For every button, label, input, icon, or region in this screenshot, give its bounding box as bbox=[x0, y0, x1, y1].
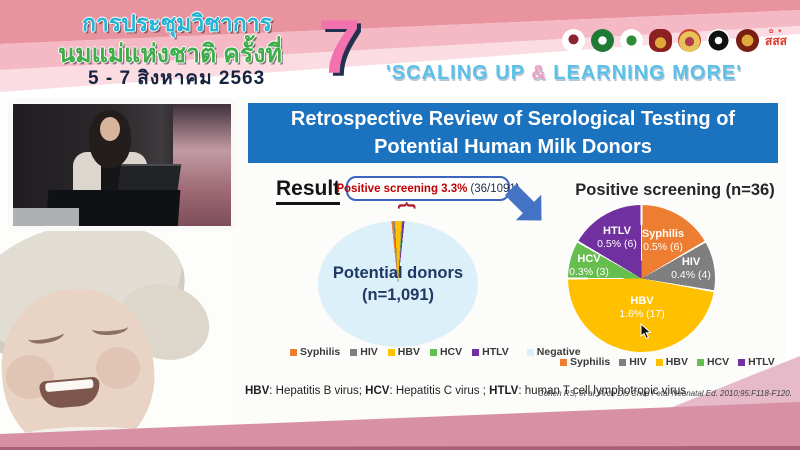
slice-value: 0.4% (4) bbox=[671, 269, 711, 282]
legend-label: Negative bbox=[536, 346, 581, 358]
sss-logo-text: สสส bbox=[765, 34, 787, 48]
slide-title-bar: Retrospective Review of Serological Test… bbox=[248, 103, 778, 163]
mouse-cursor-icon bbox=[640, 322, 652, 340]
royal-emblem-logo-icon bbox=[649, 29, 672, 52]
legend-item: Negative bbox=[526, 346, 581, 358]
right-pie-legend: Syphilis HIV HBV HCV HTLV bbox=[560, 356, 775, 368]
legend-label: HBV bbox=[665, 356, 688, 368]
legend-item: Syphilis bbox=[290, 346, 340, 358]
slide-title: Retrospective Review of Serological Test… bbox=[290, 108, 736, 158]
legend-item: HBV bbox=[655, 356, 688, 368]
legend-label: HIV bbox=[360, 346, 378, 358]
medical-association-logo-icon bbox=[736, 29, 759, 52]
hbv-swatch-icon bbox=[387, 348, 395, 356]
stage-table bbox=[13, 208, 79, 226]
hbv-swatch-icon bbox=[655, 358, 663, 366]
hcv-swatch-icon bbox=[429, 348, 437, 356]
left-pie-label-line2: (n=1,091) bbox=[362, 286, 434, 304]
callout-detail: (36/1091) bbox=[470, 182, 520, 195]
reference-citation: Cohen RS, et al. Arch Dis Child Fetal Ne… bbox=[538, 389, 792, 398]
slice-name: HCV bbox=[577, 253, 601, 265]
baby-teeth bbox=[45, 378, 94, 393]
slice-label-hiv: HIV 0.4% (4) bbox=[660, 256, 722, 282]
left-pie-label-line1: Potential donors bbox=[332, 263, 464, 282]
public-health-logo-icon bbox=[620, 29, 643, 52]
legend-label: HBV bbox=[397, 346, 420, 358]
stage-poster bbox=[173, 104, 231, 226]
presenter-video-feed[interactable] bbox=[8, 99, 236, 231]
footnote-text: : Hepatitis B virus; bbox=[269, 385, 366, 397]
slice-label-hcv: HCV 0.3% (3) bbox=[558, 253, 620, 279]
legend-label: Syphilis bbox=[300, 346, 341, 358]
callout-brace: { bbox=[398, 201, 419, 210]
legend-label: HTLV bbox=[482, 346, 509, 358]
negative-swatch-icon bbox=[526, 348, 534, 356]
baby-cheek bbox=[96, 347, 140, 389]
result-heading: Result bbox=[276, 177, 341, 205]
left-pie-legend: Syphilis HIV HBV HCV HTLV Negative bbox=[290, 346, 581, 358]
hiv-swatch-icon bbox=[619, 358, 627, 366]
legend-label: HIV bbox=[629, 356, 647, 368]
footnote-abbr: HBV bbox=[245, 385, 270, 397]
legend-label: Syphilis bbox=[570, 356, 611, 368]
presenter-face bbox=[100, 117, 120, 141]
health-ministry-logo-icon bbox=[591, 29, 614, 52]
hiv-swatch-icon bbox=[350, 348, 358, 356]
legend-label: HTLV bbox=[748, 356, 775, 368]
footnote-abbr: HTLV bbox=[489, 385, 519, 397]
edition-number: 7 bbox=[318, 5, 361, 90]
slice-label-htlv: HTLV 0.5% (6) bbox=[586, 225, 648, 251]
legend-item: HIV bbox=[350, 346, 378, 358]
conference-title-line2: นมแม่แห่งชาติ ครั้งที่ bbox=[58, 40, 282, 68]
crown-emblem-logo-icon bbox=[678, 29, 701, 52]
legend-item: HTLV bbox=[738, 356, 775, 368]
positive-screening-callout: Positive screening 3.3% (36/1091) bbox=[336, 176, 520, 201]
slice-label-syphilis: Syphilis 0.5% (6) bbox=[632, 228, 694, 254]
slice-name: HIV bbox=[681, 256, 701, 268]
slogan-text-open: 'SCALING UP bbox=[385, 62, 532, 84]
legend-label: HCV bbox=[706, 356, 730, 368]
conference-slogan: 'SCALING UP & LEARNING MORE' bbox=[330, 62, 798, 85]
syphilis-swatch-icon bbox=[290, 348, 297, 356]
slogan-ampersand: & bbox=[531, 62, 547, 84]
slice-label-hbv: HBV 1.6% (17) bbox=[611, 295, 673, 321]
slice-value: 1.6% (17) bbox=[619, 308, 665, 321]
organizer-logos: ✿ ✦ สสส bbox=[562, 29, 787, 52]
syphilis-swatch-icon bbox=[560, 358, 567, 366]
legend-item: HTLV bbox=[472, 346, 509, 358]
conference-banner: การประชุมวิชาการ นมแม่แห่งชาติ ครั้งที่ … bbox=[0, 0, 800, 97]
conference-title-line1: การประชุมวิชาการ bbox=[82, 10, 272, 36]
footnote-text: : Hepatitis C virus ; bbox=[389, 385, 490, 397]
slice-value: 0.5% (6) bbox=[643, 241, 683, 254]
legend-item: Syphilis bbox=[560, 356, 610, 368]
slice-value: 0.5% (6) bbox=[597, 238, 637, 251]
slogan-text-close: LEARNING MORE' bbox=[546, 62, 743, 84]
legend-item: HCV bbox=[429, 346, 463, 358]
slice-value: 0.3% (3) bbox=[569, 266, 609, 279]
legend-item: HCV bbox=[696, 356, 730, 368]
slice-name: Syphilis bbox=[641, 228, 685, 240]
potential-donors-pie-chart: Potential donors (n=1,091) bbox=[318, 221, 478, 347]
footnote-abbr: HCV bbox=[365, 385, 390, 397]
legend-label: HCV bbox=[439, 346, 463, 358]
conference-date: 5 - 7 สิงหาคม 2563 bbox=[88, 68, 266, 89]
slice-name: HBV bbox=[630, 295, 654, 307]
right-pie-title: Positive screening (n=36) bbox=[575, 181, 775, 199]
legend-item: HBV bbox=[387, 346, 420, 358]
thai-health-sss-logo-icon: ✿ ✦ สสส bbox=[765, 29, 787, 48]
mother-child-foundation-logo-icon bbox=[562, 29, 585, 52]
legend-item: HIV bbox=[619, 356, 647, 368]
htlv-swatch-icon bbox=[472, 348, 480, 356]
hcv-swatch-icon bbox=[696, 358, 704, 366]
htlv-swatch-icon bbox=[738, 358, 746, 366]
callout-highlight: Positive screening 3.3% bbox=[336, 182, 468, 195]
slice-name: HTLV bbox=[603, 225, 631, 237]
university-seal-logo-icon bbox=[707, 29, 730, 52]
